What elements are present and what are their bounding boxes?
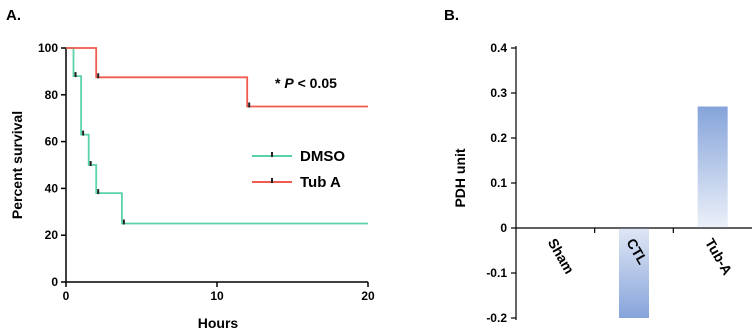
panel-a-y-tick-label: 20 — [45, 228, 59, 242]
panel-a-x-tick-label: 10 — [210, 289, 224, 303]
annotation-p: P — [284, 75, 294, 91]
significance-annotation: * P < 0.05 — [275, 75, 337, 91]
panel-a-y-tick-label: 0 — [51, 275, 58, 289]
panel-a-y-axis-title: Percent survival — [9, 111, 25, 219]
bar-ctl — [619, 228, 649, 318]
panel-b-y-tick-label: -0.2 — [486, 311, 507, 325]
panel-b-y-tick-label: 0.3 — [490, 86, 507, 100]
bar-tub-a — [697, 106, 728, 228]
survival-line-tub-a — [66, 47, 368, 108]
panel-b-y-tick-label: 0.1 — [490, 176, 507, 190]
legend-label: DMSO — [300, 148, 345, 165]
category-label: Sham — [545, 236, 578, 277]
panel-a-y-tick-label: 80 — [45, 88, 59, 102]
panel-a-y-tick-label: 60 — [45, 135, 59, 149]
panel-b-y-tick-label: 0.4 — [490, 41, 507, 55]
panel-b-y-tick-label: -0.1 — [486, 266, 507, 280]
panel-a-y-tick-label: 40 — [45, 181, 59, 195]
category-label: Tub-A — [702, 236, 736, 278]
survival-line-dmso — [66, 47, 368, 225]
panel-a-label: A. — [6, 7, 21, 24]
panel-b-y-tick-label: 0 — [500, 221, 507, 235]
panel-b-bars: Sham CTL Tub-A — [545, 106, 736, 318]
panel-a-legend: DMSO Tub A — [252, 148, 345, 191]
panel-b-y-axis-title: PDH unit — [452, 148, 468, 207]
panel-b: B. -0.2 -0.1 0 0.1 0.2 0.3 0.4 Sham CTL Tub-A PD… — [444, 7, 752, 325]
panel-a: A. 0 20 40 60 80 100 0 10 20 * P < 0.05 DMSO Tub … — [6, 7, 375, 331]
panel-b-label: B. — [444, 7, 459, 24]
annotation-prefix: * — [275, 75, 284, 91]
panel-a-y-tick-label: 100 — [38, 41, 58, 55]
panel-b-y-tick-label: 0.2 — [490, 131, 507, 145]
panel-b-axes: -0.2 -0.1 0 0.1 0.2 0.3 0.4 — [486, 41, 752, 325]
panel-a-series — [66, 47, 368, 225]
panel-a-x-axis-title: Hours — [198, 315, 239, 331]
annotation-suffix: < 0.05 — [294, 75, 337, 91]
panel-a-axes: 0 20 40 60 80 100 0 10 20 — [38, 41, 375, 303]
legend-label: Tub A — [300, 174, 341, 191]
panel-a-x-tick-label: 20 — [361, 289, 375, 303]
panel-a-x-tick-label: 0 — [63, 289, 70, 303]
